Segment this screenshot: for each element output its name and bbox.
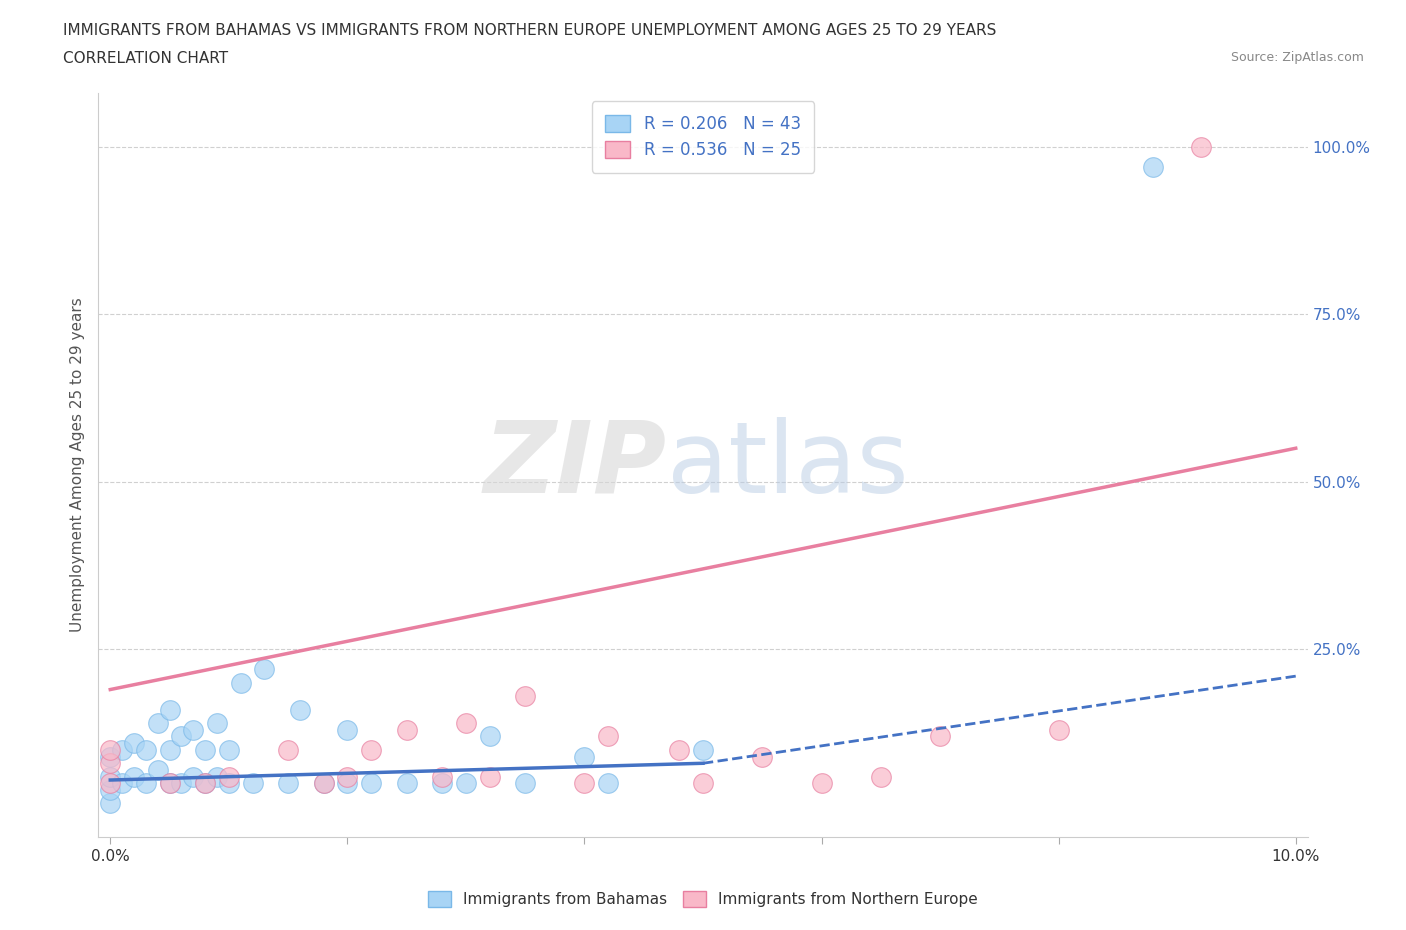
- Point: [277, 776, 299, 790]
- Point: [111, 776, 134, 790]
- Point: [242, 776, 264, 790]
- Text: Source: ZipAtlas.com: Source: ZipAtlas.com: [1230, 51, 1364, 64]
- Point: [692, 742, 714, 757]
- Point: [253, 662, 276, 677]
- Text: atlas: atlas: [666, 417, 908, 513]
- Point: [454, 715, 477, 730]
- Point: [478, 769, 501, 784]
- Point: [515, 776, 537, 790]
- Point: [360, 776, 382, 790]
- Point: [218, 769, 240, 784]
- Point: [1047, 723, 1070, 737]
- Point: [170, 729, 193, 744]
- Point: [98, 776, 121, 790]
- Point: [692, 776, 714, 790]
- Point: [288, 702, 311, 717]
- Point: [159, 776, 181, 790]
- Point: [360, 742, 382, 757]
- Point: [218, 742, 240, 757]
- Point: [336, 776, 359, 790]
- Point: [122, 736, 145, 751]
- Point: [98, 796, 121, 811]
- Point: [146, 715, 169, 730]
- Point: [574, 750, 596, 764]
- Point: [312, 776, 335, 790]
- Point: [181, 723, 204, 737]
- Legend: Immigrants from Bahamas, Immigrants from Northern Europe: Immigrants from Bahamas, Immigrants from…: [422, 884, 984, 913]
- Point: [312, 776, 335, 790]
- Point: [135, 742, 157, 757]
- Point: [929, 729, 952, 744]
- Point: [598, 776, 620, 790]
- Point: [229, 675, 252, 690]
- Point: [159, 742, 181, 757]
- Text: CORRELATION CHART: CORRELATION CHART: [63, 51, 228, 66]
- Point: [432, 769, 454, 784]
- Point: [395, 776, 418, 790]
- Point: [810, 776, 832, 790]
- Point: [111, 742, 134, 757]
- Point: [98, 742, 121, 757]
- Point: [869, 769, 891, 784]
- Point: [478, 729, 501, 744]
- Point: [574, 776, 596, 790]
- Point: [159, 702, 181, 717]
- Point: [98, 756, 121, 771]
- Point: [336, 723, 359, 737]
- Y-axis label: Unemployment Among Ages 25 to 29 years: Unemployment Among Ages 25 to 29 years: [69, 298, 84, 632]
- Point: [205, 769, 228, 784]
- Legend: R = 0.206   N = 43, R = 0.536   N = 25: R = 0.206 N = 43, R = 0.536 N = 25: [592, 101, 814, 173]
- Point: [218, 776, 240, 790]
- Point: [170, 776, 193, 790]
- Point: [1189, 140, 1212, 154]
- Text: IMMIGRANTS FROM BAHAMAS VS IMMIGRANTS FROM NORTHERN EUROPE UNEMPLOYMENT AMONG AG: IMMIGRANTS FROM BAHAMAS VS IMMIGRANTS FR…: [63, 23, 997, 38]
- Point: [194, 742, 217, 757]
- Point: [135, 776, 157, 790]
- Point: [395, 723, 418, 737]
- Point: [194, 776, 217, 790]
- Point: [146, 763, 169, 777]
- Point: [432, 776, 454, 790]
- Point: [454, 776, 477, 790]
- Point: [98, 783, 121, 798]
- Point: [598, 729, 620, 744]
- Point: [194, 776, 217, 790]
- Point: [515, 689, 537, 704]
- Point: [122, 769, 145, 784]
- Text: ZIP: ZIP: [484, 417, 666, 513]
- Point: [181, 769, 204, 784]
- Point: [336, 769, 359, 784]
- Point: [205, 715, 228, 730]
- Point: [668, 742, 690, 757]
- Point: [1142, 159, 1164, 174]
- Point: [159, 776, 181, 790]
- Point: [751, 750, 773, 764]
- Point: [98, 769, 121, 784]
- Point: [277, 742, 299, 757]
- Point: [98, 750, 121, 764]
